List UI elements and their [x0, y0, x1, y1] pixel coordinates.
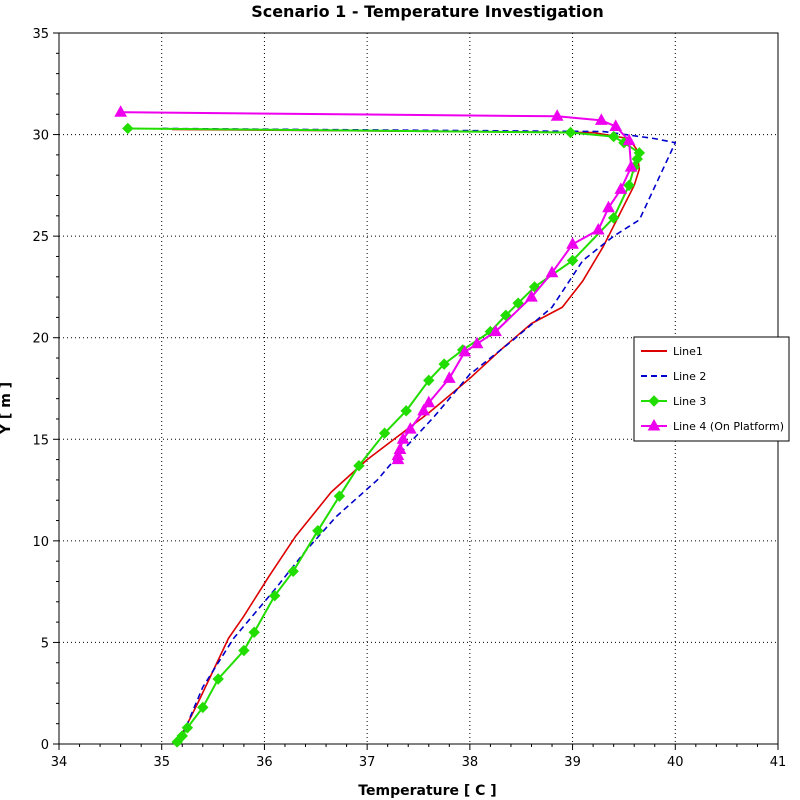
data-point [591, 223, 605, 235]
data-point [594, 113, 608, 125]
legend-label: Line 2 [673, 370, 706, 383]
data-point [312, 524, 324, 537]
data-point [403, 422, 417, 434]
x-tick-label: 36 [256, 755, 273, 770]
data-point [566, 254, 579, 267]
y-tick-label: 35 [32, 27, 49, 42]
x-tick-label: 41 [770, 755, 787, 770]
x-tick-label: 39 [564, 755, 581, 770]
x-tick-label: 35 [153, 755, 170, 770]
data-point [512, 297, 524, 309]
chart-title: Scenario 1 - Temperature Investigation [251, 2, 604, 21]
legend-label: Line 3 [673, 395, 706, 408]
data-point [122, 122, 134, 135]
data-point [171, 736, 183, 748]
data-point [602, 200, 615, 213]
data-point [268, 589, 281, 602]
series-3 [122, 122, 646, 748]
data-point [623, 179, 635, 192]
y-tick-label: 5 [41, 636, 49, 651]
data-point [609, 119, 623, 131]
series-2 [161, 127, 677, 737]
data-point [422, 395, 436, 408]
y-tick-label: 0 [41, 738, 49, 753]
data-point [614, 182, 628, 194]
y-tick-label: 10 [32, 535, 49, 550]
data-point [442, 371, 456, 383]
data-point [633, 147, 646, 159]
data-point [607, 212, 620, 224]
data-point [333, 490, 346, 502]
data-point [248, 626, 260, 638]
legend-label: Line 4 (On Platform) [673, 420, 784, 433]
legend-label: Line1 [673, 345, 703, 358]
data-point [393, 442, 407, 454]
data-point [438, 358, 450, 370]
data-point [624, 160, 638, 172]
data-point [545, 265, 559, 278]
series-line [120, 111, 633, 460]
data-point [423, 374, 435, 387]
data-point [458, 344, 472, 357]
x-axis-label: Temperature [ C ] [358, 783, 497, 799]
data-point [566, 237, 579, 249]
x-tick-label: 34 [51, 755, 68, 770]
data-point [287, 565, 299, 578]
x-tick-label: 37 [359, 755, 376, 770]
legend-box [633, 336, 790, 442]
data-point [400, 405, 412, 417]
data-point [417, 403, 430, 416]
data-point [564, 126, 577, 139]
data-point [489, 324, 502, 337]
data-point [396, 432, 410, 444]
data-point [607, 130, 620, 143]
legend-marker [647, 418, 661, 431]
data-point [238, 644, 250, 657]
series-line [161, 127, 677, 737]
legend: Line1 Line 2 Line 3 Line 4 (On Platform) [633, 336, 790, 442]
data-point [114, 105, 127, 117]
data-point [550, 109, 564, 121]
y-tick-label: 25 [32, 230, 49, 245]
y-tick-label: 15 [32, 433, 49, 448]
data-point [470, 336, 484, 349]
data-point [525, 290, 538, 302]
y-tick-label: 30 [32, 129, 49, 144]
x-tick-label: 40 [667, 755, 684, 770]
data-point [391, 448, 405, 461]
x-tick-label: 38 [462, 755, 479, 770]
data-point [176, 730, 188, 742]
y-tick-label: 20 [32, 332, 49, 347]
data-point [197, 701, 209, 714]
data-point [181, 722, 194, 734]
data-point [378, 427, 391, 439]
series-4 [114, 105, 638, 465]
data-point [353, 459, 365, 472]
data-point [212, 673, 224, 685]
data-point [622, 133, 636, 146]
legend-marker [648, 395, 660, 407]
